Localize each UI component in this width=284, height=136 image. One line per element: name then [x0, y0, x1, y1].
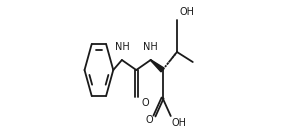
Text: NH: NH: [143, 42, 158, 52]
Text: O: O: [145, 115, 153, 125]
Text: NH: NH: [114, 42, 129, 52]
Polygon shape: [151, 60, 164, 72]
Text: O: O: [142, 98, 150, 108]
Text: OH: OH: [179, 7, 194, 17]
Text: OH: OH: [171, 118, 186, 128]
